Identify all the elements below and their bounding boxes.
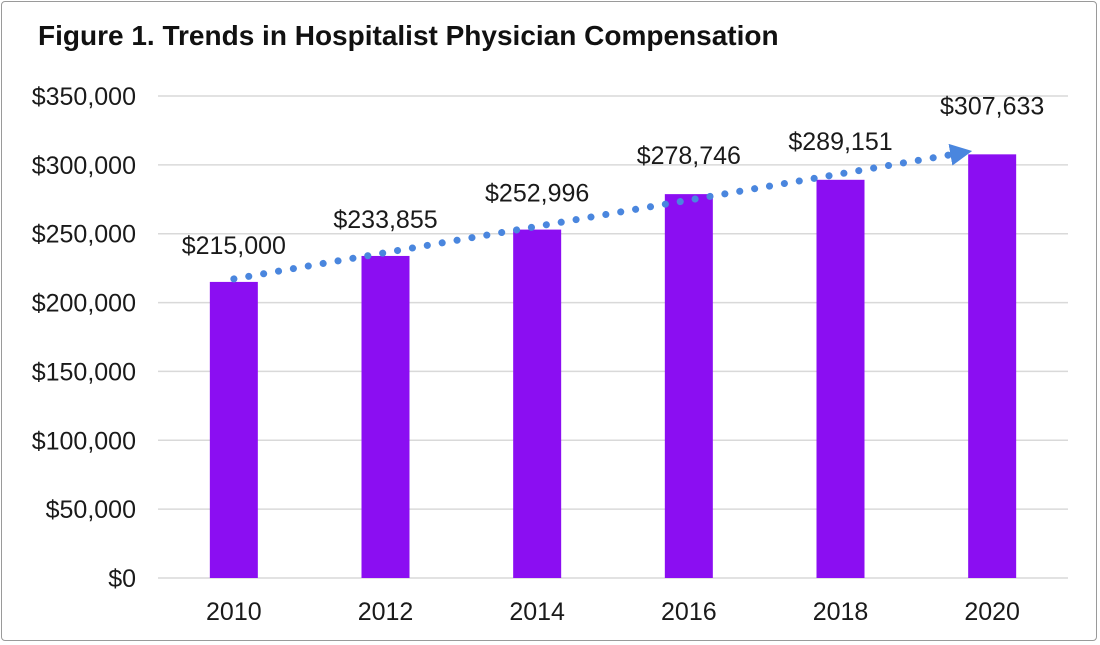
data-label: $307,633	[940, 92, 1044, 120]
y-tick-label: $100,000	[32, 427, 136, 455]
bars	[209, 154, 1017, 579]
bar-2020	[968, 154, 1017, 579]
y-axis-tick-labels: $0 $50,000 $100,000 $150,000 $200,000 $250,00…	[32, 83, 136, 593]
data-label: $278,746	[637, 142, 741, 170]
x-axis-tick-labels: 2010 2012 2014 2016 2018 2020	[206, 598, 1020, 626]
y-tick-label: $250,000	[32, 221, 136, 249]
data-label: $233,855	[333, 206, 437, 234]
bar-2012	[361, 255, 410, 579]
x-tick-label: 2020	[964, 598, 1020, 626]
x-tick-label: 2018	[813, 598, 869, 626]
bar-2016	[664, 194, 713, 578]
data-label: $289,151	[788, 128, 892, 156]
y-tick-label: $50,000	[46, 496, 136, 524]
y-tick-label: $300,000	[32, 152, 136, 180]
data-label: $252,996	[485, 180, 589, 208]
chart-title: Figure 1. Trends in Hospitalist Physicia…	[38, 20, 779, 51]
data-labels: $215,000 $233,855 $252,996 $278,746 $289,151…	[182, 92, 1045, 260]
x-tick-label: 2012	[358, 598, 414, 626]
bar-2018	[816, 179, 865, 578]
x-tick-label: 2016	[661, 598, 717, 626]
data-label: $215,000	[182, 232, 286, 260]
y-tick-label: $200,000	[32, 290, 136, 318]
bar-2010	[209, 281, 258, 578]
bar-2014	[513, 229, 562, 578]
y-tick-label: $150,000	[32, 358, 136, 386]
y-tick-label: $0	[108, 565, 136, 593]
x-tick-label: 2014	[509, 598, 565, 626]
x-tick-label: 2010	[206, 598, 262, 626]
gridlines	[158, 95, 1068, 579]
y-tick-label: $350,000	[32, 83, 136, 111]
